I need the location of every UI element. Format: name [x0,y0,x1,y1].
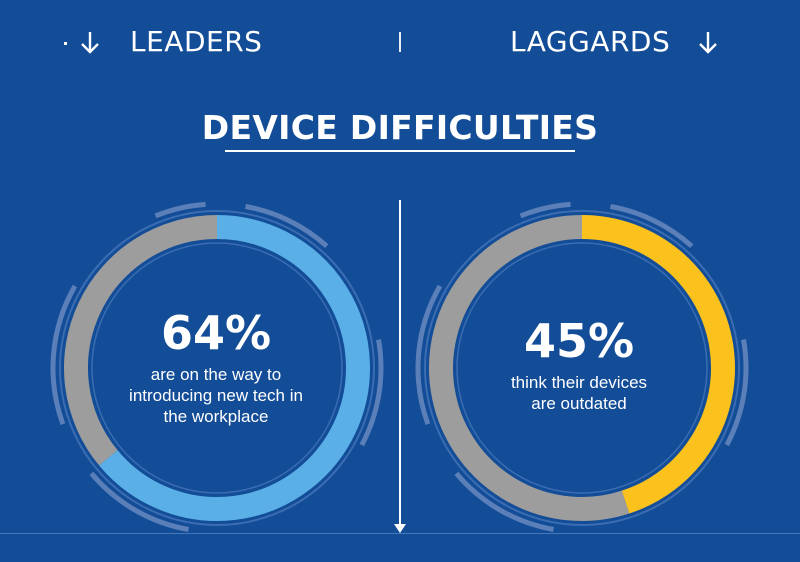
divider-arrowhead-icon [394,524,406,533]
center-divider [399,200,401,527]
leaders-header: LEADERS [130,25,263,58]
arrow-down-icon [81,32,99,54]
laggards-deco-arc [415,284,443,425]
laggards-stat: 45% think their devices are outdated [449,314,709,414]
laggards-deco-arc [519,201,571,219]
laggards-deco-arc [610,204,694,248]
title-underline [225,150,575,152]
laggards-inner-ring [456,242,708,494]
header-divider [399,32,401,52]
laggards-header: LAGGARDS [510,25,671,58]
leaders-remainder-arc [64,215,218,466]
laggards-description: think their devices are outdated [510,373,648,413]
leaders-description: are on the way to introducing new tech i… [129,365,303,426]
leaders-value-arc [99,215,370,521]
leaders-deco-arc [89,471,189,532]
page-title: DEVICE DIFFICULTIES [201,108,599,147]
leaders-deco-arc [154,201,206,219]
leaders-inner-ring [91,242,343,494]
leaders-outer-ring [59,210,375,526]
leaders-deco-arc [50,284,78,425]
bottom-rule [0,533,800,534]
laggards-percent: 45% [523,314,635,368]
leaders-deco-arc [359,339,384,447]
leaders-stat: 64% are on the way to introducing new te… [86,306,346,427]
laggards-remainder-arc [429,215,630,521]
leaders-percent: 64% [160,306,272,360]
arrow-down-icon [699,32,717,54]
laggards-outer-ring [424,210,740,526]
laggards-deco-arc [454,471,554,532]
laggards-deco-arc [724,339,749,447]
leaders-deco-arc [245,204,329,248]
header-dot [64,42,67,45]
laggards-value-arc [581,215,735,514]
